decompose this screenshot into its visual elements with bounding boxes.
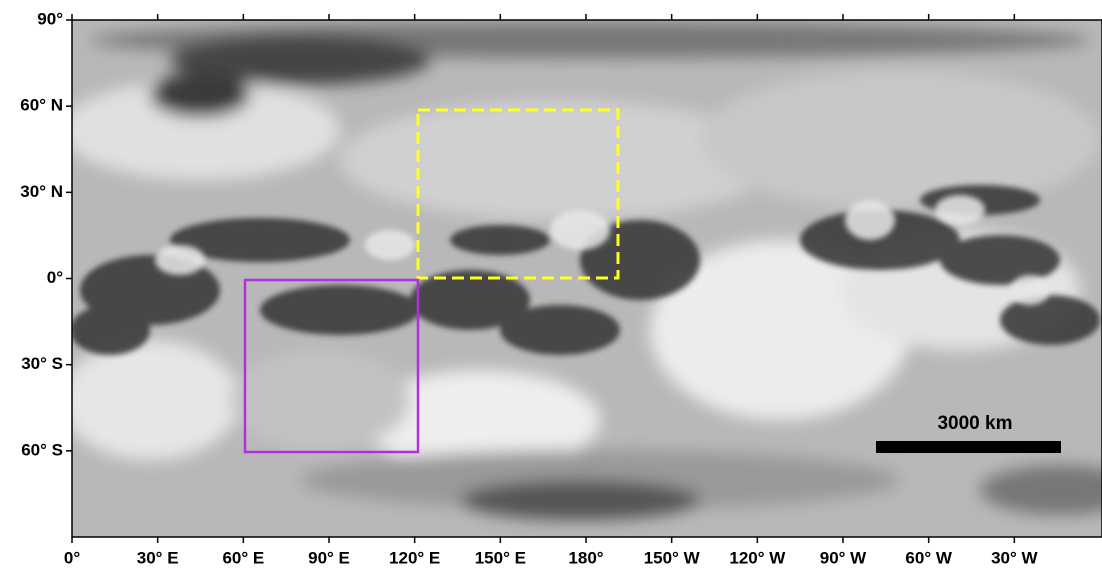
y-tick-label: 60° N xyxy=(20,96,63,115)
x-tick-label: 30° E xyxy=(137,548,179,567)
scale-bar-label: 3000 km xyxy=(937,413,1012,434)
x-tick-label: 120° W xyxy=(729,548,786,567)
y-tick-label: 60° S xyxy=(21,440,63,459)
y-tick-label: 90° xyxy=(37,9,63,28)
x-tick-label: 60° W xyxy=(905,548,952,567)
x-tick-label: 0° xyxy=(64,548,80,567)
x-tick-label: 90° E xyxy=(308,548,350,567)
x-tick-label: 180° xyxy=(568,548,603,567)
y-tick-label: 30° N xyxy=(20,182,63,201)
y-tick-label: 0° xyxy=(47,268,63,287)
x-tick-label: 150° E xyxy=(475,548,526,567)
x-tick-label: 120° E xyxy=(389,548,440,567)
x-tick-label: 150° W xyxy=(644,548,701,567)
scale-bar xyxy=(876,441,1061,453)
x-tick-label: 90° W xyxy=(820,548,867,567)
map-figure: 3000 km 0° 30° E 60° E 90° E 120° E 150° E 180… xyxy=(0,0,1102,571)
x-tick-label: 30° W xyxy=(991,548,1038,567)
y-tick-label: 30° S xyxy=(21,354,63,373)
x-tick-label: 60° E xyxy=(222,548,264,567)
